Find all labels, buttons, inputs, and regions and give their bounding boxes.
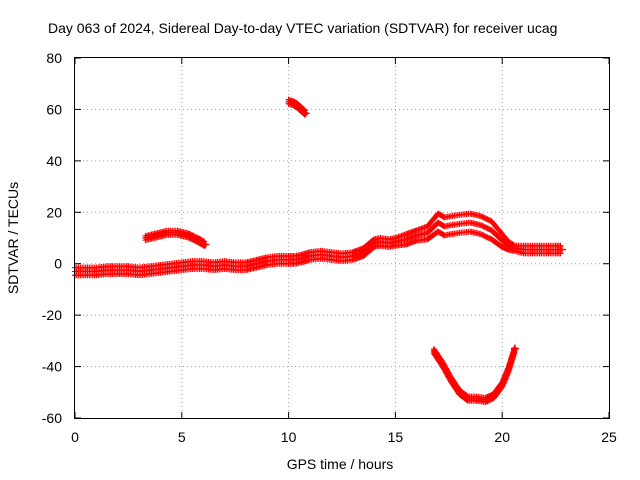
data-point xyxy=(186,231,193,238)
data-point xyxy=(484,216,491,223)
series-main-track xyxy=(72,210,567,279)
x-tick-label: 0 xyxy=(71,429,79,445)
data-point xyxy=(483,233,490,240)
series-arc-near-10h xyxy=(285,96,310,118)
data-point xyxy=(480,214,487,221)
data-point xyxy=(191,233,198,240)
x-tick-label: 5 xyxy=(178,429,186,445)
data-point xyxy=(477,213,484,220)
series-arc-near-5h xyxy=(142,227,210,249)
data-point xyxy=(485,226,492,232)
x-axis-label: GPS time / hours xyxy=(287,456,394,472)
data-point xyxy=(485,217,492,223)
data-point xyxy=(477,222,484,229)
data-point xyxy=(185,230,192,237)
x-tick-label: 25 xyxy=(601,429,617,445)
data-point xyxy=(481,224,488,231)
plot-frame xyxy=(74,57,610,419)
x-tick-label: 10 xyxy=(281,429,297,445)
y-tick-label: -60 xyxy=(42,410,62,426)
data-point xyxy=(193,234,200,241)
data-point xyxy=(483,215,490,222)
axis-ticks: 0 5 10 15 20 25 -60 -40 -20 0 20 40 60 80 xyxy=(42,50,617,445)
data-point xyxy=(479,231,486,238)
data-point xyxy=(463,392,470,399)
y-tick-label: 20 xyxy=(46,204,62,220)
y-tick-label: -20 xyxy=(42,307,62,323)
data-point xyxy=(187,231,194,238)
data-point xyxy=(201,240,210,249)
data-point xyxy=(485,235,492,241)
y-tick-label: -40 xyxy=(42,359,62,375)
data-point xyxy=(484,234,491,241)
data-point xyxy=(369,237,376,244)
x-tick-label: 20 xyxy=(494,429,510,445)
chart-title: Day 063 of 2024, Sidereal Day-to-day VTE… xyxy=(48,20,557,36)
data-point xyxy=(511,344,520,353)
data-point xyxy=(480,232,487,239)
y-tick-label: 40 xyxy=(46,153,62,169)
data-point xyxy=(301,107,308,114)
data-series xyxy=(72,96,567,406)
data-point xyxy=(483,224,490,231)
data-point xyxy=(510,241,517,248)
data-point xyxy=(477,231,484,238)
y-axis-label: SDTVAR / TECUs xyxy=(5,182,21,294)
data-point xyxy=(484,225,491,232)
series-dip-near-19h xyxy=(430,344,520,406)
data-point xyxy=(189,232,196,239)
data-point xyxy=(301,109,310,118)
data-point xyxy=(479,222,486,229)
y-tick-label: 60 xyxy=(46,101,62,117)
data-point xyxy=(481,215,488,222)
data-point xyxy=(481,233,488,240)
y-tick-label: 0 xyxy=(54,256,62,272)
y-tick-label: 80 xyxy=(46,50,62,66)
data-point xyxy=(558,245,567,254)
data-point xyxy=(480,223,487,230)
data-point xyxy=(190,232,197,239)
data-point xyxy=(479,213,486,220)
x-tick-label: 15 xyxy=(388,429,404,445)
